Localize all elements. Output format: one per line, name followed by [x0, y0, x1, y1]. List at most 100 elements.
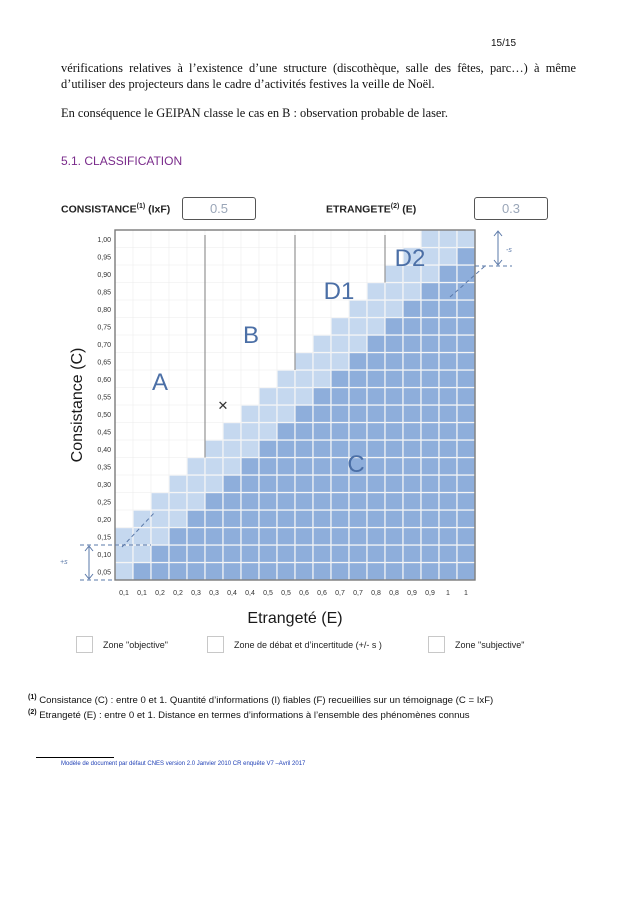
- y-tick-label: 0,35: [97, 464, 111, 471]
- zone-cell: [150, 299, 170, 319]
- y-axis-title: Consistance (C): [69, 348, 86, 463]
- zone-cell: [330, 334, 350, 354]
- zone-cell: [132, 264, 152, 284]
- y-tick-label: 0,55: [97, 394, 111, 401]
- zone-cell: [294, 439, 314, 459]
- zone-cell: [312, 421, 332, 441]
- zone-cell: [114, 561, 134, 581]
- zone-cell: [222, 369, 242, 389]
- zone-cell: [366, 404, 386, 424]
- zone-cell: [258, 491, 278, 511]
- zone-cell: [384, 544, 404, 564]
- zone-cell: [276, 386, 296, 406]
- zone-cell: [294, 229, 314, 249]
- zone-cell: [456, 439, 476, 459]
- zone-cell: [330, 229, 350, 249]
- zone-cell: [366, 351, 386, 371]
- zone-cell: [366, 299, 386, 319]
- zone-cell: [312, 456, 332, 476]
- zone-cell: [186, 491, 206, 511]
- zone-cell: [402, 544, 422, 564]
- zone-cell: [312, 491, 332, 511]
- x-tick-label: 0,2: [173, 590, 183, 597]
- margin-diagonal-bottom: [121, 511, 156, 548]
- zone-cell: [150, 439, 170, 459]
- zone-cell: [438, 509, 458, 529]
- y-tick-label: 0,30: [97, 482, 111, 489]
- zone-cell: [294, 316, 314, 336]
- x-tick-label: 0,9: [425, 590, 435, 597]
- zone-cell: [132, 246, 152, 266]
- zone-cell: [132, 229, 152, 249]
- zone-cell: [312, 334, 332, 354]
- zone-cell: [276, 351, 296, 371]
- zone-cell: [366, 544, 386, 564]
- zone-cell: [222, 316, 242, 336]
- zone-cell: [168, 491, 188, 511]
- margin-diagonal-top: [449, 265, 486, 298]
- zone-cell: [258, 474, 278, 494]
- zone-cell: [204, 316, 224, 336]
- y-tick-label: 0,20: [97, 517, 111, 524]
- zone-cell: [294, 351, 314, 371]
- zone-cell: [186, 474, 206, 494]
- zone-cell: [420, 299, 440, 319]
- zone-cell: [204, 299, 224, 319]
- zone-cell: [366, 526, 386, 546]
- zone-cell: [114, 246, 134, 266]
- zone-cell: [276, 299, 296, 319]
- region-label-c: C: [347, 451, 364, 478]
- zone-cell: [402, 421, 422, 441]
- zone-cell: [348, 526, 368, 546]
- zone-cell: [330, 421, 350, 441]
- x-tick-label: 0,7: [335, 590, 345, 597]
- zone-cell: [132, 316, 152, 336]
- legend-swatch-subjective: [428, 636, 445, 653]
- zone-cell: [240, 281, 260, 301]
- zone-cell: [258, 299, 278, 319]
- zone-cell: [456, 421, 476, 441]
- zone-cell: [132, 526, 152, 546]
- zone-cell: [186, 246, 206, 266]
- zone-cell: [384, 299, 404, 319]
- zone-cell: [168, 404, 188, 424]
- zone-cell: [348, 421, 368, 441]
- zone-cell: [402, 474, 422, 494]
- legend-label-debate: Zone de débat et d’incertitude (+/- s ): [234, 640, 382, 650]
- zone-cell: [168, 299, 188, 319]
- zone-cell: [150, 316, 170, 336]
- zone-cell: [114, 386, 134, 406]
- zone-cell: [276, 526, 296, 546]
- zone-cell: [168, 526, 188, 546]
- zone-cell: [366, 281, 386, 301]
- zone-cell: [276, 369, 296, 389]
- zone-cell: [402, 334, 422, 354]
- zone-cell: [312, 316, 332, 336]
- zone-cell: [168, 351, 188, 371]
- zone-cell: [456, 246, 476, 266]
- x-tick-label: 0,5: [281, 590, 291, 597]
- zone-cell: [294, 386, 314, 406]
- zone-cell: [438, 229, 458, 249]
- x-tick-label: 0,7: [353, 590, 363, 597]
- zone-cell: [132, 386, 152, 406]
- y-tick-label: 0,05: [97, 569, 111, 576]
- zone-cell: [420, 316, 440, 336]
- zone-cell: [276, 439, 296, 459]
- zone-cell: [294, 474, 314, 494]
- zone-cell: [168, 456, 188, 476]
- zone-cell: [186, 544, 206, 564]
- zone-cell: [114, 281, 134, 301]
- zone-cell: [204, 491, 224, 511]
- footnote-1-text: Consistance (C) : entre 0 et 1. Quantité…: [36, 695, 494, 707]
- footnote-2: (2) Etrangeté (E) : entre 0 et 1. Distan…: [28, 709, 470, 721]
- zone-cell: [150, 264, 170, 284]
- zone-cell: [258, 509, 278, 529]
- zone-cell: [384, 316, 404, 336]
- zone-cell: [312, 509, 332, 529]
- zone-cell: [312, 386, 332, 406]
- zone-cell: [114, 264, 134, 284]
- zone-cell: [276, 246, 296, 266]
- zone-cell: [366, 264, 386, 284]
- zone-cell: [438, 351, 458, 371]
